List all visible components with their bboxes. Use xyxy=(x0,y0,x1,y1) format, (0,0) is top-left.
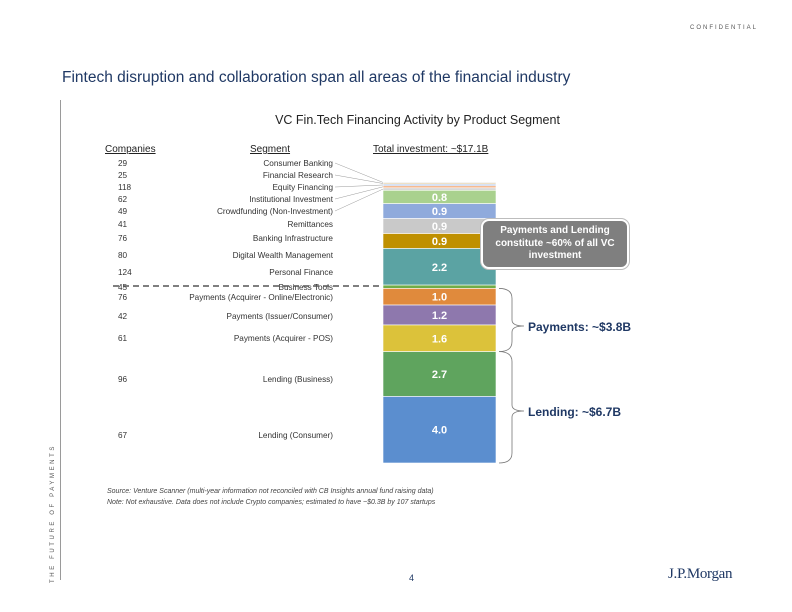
company-count-label: 76 xyxy=(118,293,128,302)
segment-name-label: Lending (Consumer) xyxy=(258,431,333,440)
payments-brace xyxy=(498,288,525,352)
segment-name-label: Business Tools xyxy=(279,283,333,292)
segment-name-label: Consumer Banking xyxy=(263,159,333,168)
bar-segment xyxy=(382,324,497,352)
segment-name-label: Financial Research xyxy=(263,171,334,180)
company-count-label: 41 xyxy=(118,220,128,229)
company-count-label: 62 xyxy=(118,195,128,204)
segment-name-label: Payments (Acquirer - POS) xyxy=(234,334,333,343)
page-title: Fintech disruption and collaboration spa… xyxy=(62,69,571,86)
company-count-label: 61 xyxy=(118,334,128,343)
bar-segment xyxy=(382,248,497,286)
company-count-label: 42 xyxy=(118,312,128,321)
bar-value-label: 0.9 xyxy=(432,236,447,248)
segment-name-label: Personal Finance xyxy=(269,268,333,277)
segment-name-label: Lending (Business) xyxy=(263,375,333,384)
bar-segment xyxy=(382,187,497,191)
confidential-label: CONFIDENTIAL xyxy=(689,25,758,31)
lending-brace xyxy=(498,351,525,464)
bar-value-label: 4.0 xyxy=(432,425,447,437)
company-count-label: 124 xyxy=(118,268,132,277)
segment-name-label: Banking Infrastructure xyxy=(253,234,334,243)
bar-value-label: 1.2 xyxy=(432,310,447,322)
company-count-label: 118 xyxy=(118,183,131,192)
company-count-label: 96 xyxy=(118,375,128,384)
segment-name-label: Crowdfunding (Non-Investment) xyxy=(217,207,333,216)
left-rule xyxy=(60,100,61,580)
segment-name-label: Digital Wealth Management xyxy=(233,251,334,260)
company-count-label: 80 xyxy=(118,251,128,260)
segment-name-label: Payments (Acquirer - Online/Electronic) xyxy=(189,293,333,302)
segment-name-label: Remittances xyxy=(287,220,333,229)
bar-segment xyxy=(382,396,497,464)
companies-header: Companies xyxy=(105,144,156,155)
leader-line xyxy=(334,174,384,184)
bar-segment xyxy=(382,284,497,289)
leader-line xyxy=(334,162,384,183)
leader-line xyxy=(334,184,384,188)
bar-value-label: 2.2 xyxy=(432,262,447,274)
company-count-label: 29 xyxy=(118,159,128,168)
bar-value-label: 1.0 xyxy=(432,292,447,304)
total-investment-header: Total investment: ~$17.1B xyxy=(373,144,489,155)
company-count-label: 45 xyxy=(118,283,128,292)
chart-title: VC Fin.Tech Financing Activity by Produc… xyxy=(275,113,560,127)
payments-brace-label: Payments: ~$3.8B xyxy=(528,320,632,334)
company-count-label: 76 xyxy=(118,234,128,243)
callout-box: Payments and Lending constitute ~60% of … xyxy=(481,219,629,269)
segment-name-label: Equity Financing xyxy=(272,183,333,192)
segment-name-label: Payments (Issuer/Consumer) xyxy=(227,312,334,321)
leader-line xyxy=(334,188,384,212)
company-count-label: 67 xyxy=(118,431,128,440)
segment-name-label: Institutional Investment xyxy=(249,195,333,204)
source-note: Source: Venture Scanner (multi-year info… xyxy=(107,488,434,495)
jpmorgan-logo: J.P.Morgan xyxy=(668,566,733,582)
bar-value-label: 0.9 xyxy=(432,206,447,218)
company-count-label: 49 xyxy=(118,207,128,216)
bar-value-label: 1.6 xyxy=(432,333,447,345)
company-count-label: 25 xyxy=(118,171,128,180)
bar-value-label: 0.9 xyxy=(432,221,447,233)
bar-value-label: 0.8 xyxy=(432,192,447,204)
exclusion-note: Note: Not exhaustive. Data does not incl… xyxy=(107,498,436,506)
page-number: 4 xyxy=(409,573,415,583)
bar-segment xyxy=(382,351,497,397)
bar-value-label: 2.7 xyxy=(432,369,447,381)
segment-header: Segment xyxy=(250,144,291,155)
footnote: Source: Venture Scanner (multi-year info… xyxy=(107,487,435,508)
lending-brace-label: Lending: ~$6.7B xyxy=(528,405,622,419)
leader-line xyxy=(334,186,384,200)
